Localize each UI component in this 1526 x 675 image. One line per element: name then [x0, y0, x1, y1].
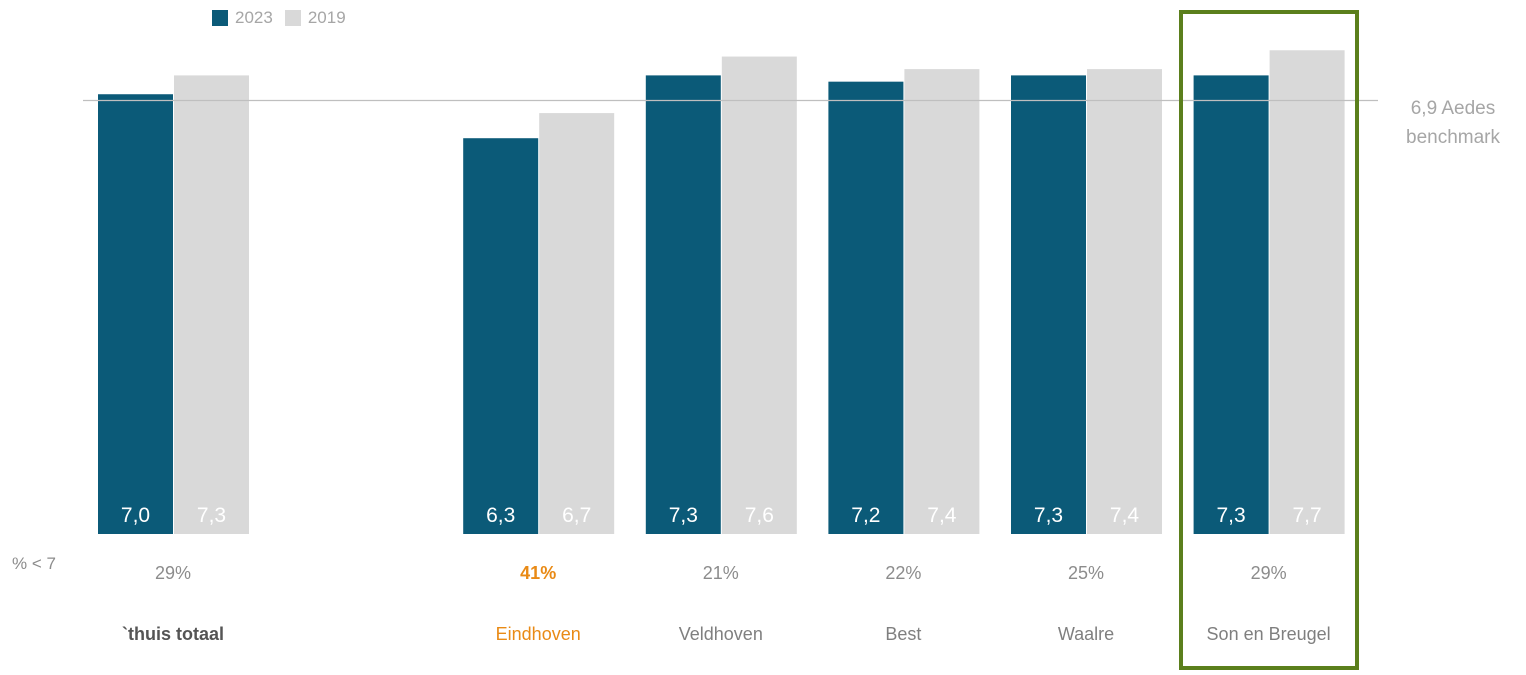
highlight-box: [1179, 10, 1359, 670]
legend-label-2023: 2023: [235, 8, 273, 27]
category-label-waalre: Waalre: [1058, 624, 1114, 644]
bar-2023-thuis-totaal: [98, 94, 173, 534]
bar-2023-eindhoven: [463, 138, 539, 534]
bar-value-2019-best: 7,4: [927, 504, 957, 527]
category-label-veldhoven: Veldhoven: [679, 624, 763, 644]
pct-below-7-thuis-totaal: 29%: [155, 563, 191, 583]
benchmark-label-line2: benchmark: [1406, 127, 1500, 148]
bar-value-2019-son-en-breugel: 7,7: [1292, 504, 1321, 527]
benchmark-label: 6,9 Aedes benchmark: [1380, 94, 1526, 152]
category-label-eindhoven: Eindhoven: [496, 624, 581, 644]
bar-value-2023-thuis-totaal: 7,0: [121, 504, 150, 527]
bar-value-2019-veldhoven: 7,6: [745, 504, 774, 527]
legend-item-2023: 2023: [212, 8, 273, 28]
bar-2023-waalre: [1011, 75, 1086, 534]
bar-value-2019-eindhoven: 6,7: [562, 504, 591, 527]
bar-2023-veldhoven: [645, 75, 721, 534]
legend-swatch-2023: [212, 10, 228, 26]
bar-2019-thuis-totaal: [174, 75, 249, 534]
category-label-best: Best: [885, 624, 921, 644]
benchmark-label-line1: 6,9 Aedes: [1410, 98, 1496, 119]
bar-2019-eindhoven: [539, 113, 615, 535]
bar-2019-best: [904, 69, 980, 534]
category-label-son-en-breugel: Son en Breugel: [1207, 624, 1331, 644]
bar-value-2023-son-en-breugel: 7,3: [1216, 504, 1245, 527]
bar-value-2023-veldhoven: 7,3: [669, 504, 698, 527]
bar-2023-best: [828, 81, 904, 534]
bar-2019-son-en-breugel: [1269, 50, 1345, 535]
legend-label-2019: 2019: [307, 8, 346, 27]
bar-value-2023-eindhoven: 6,3: [486, 504, 515, 527]
bar-value-2019-waalre: 7,4: [1110, 504, 1140, 527]
bar-2023-son-en-breugel: [1193, 75, 1269, 534]
bar-2019-veldhoven: [721, 56, 797, 535]
pct-below-7-best: 22%: [885, 563, 921, 583]
bar-value-2019-thuis-totaal: 7,3: [197, 504, 226, 527]
category-label-thuis-totaal: `thuis totaal: [122, 624, 224, 644]
legend-item-2019: 2019: [284, 8, 346, 28]
pct-below-7-waalre: 25%: [1068, 563, 1104, 583]
bar-value-2023-waalre: 7,3: [1034, 504, 1063, 527]
bar-value-2023-best: 7,2: [851, 504, 880, 527]
bar-2019-waalre: [1087, 69, 1162, 534]
legend: 2023 2019: [212, 8, 352, 28]
pct-below-7-son-en-breugel: 29%: [1251, 563, 1287, 583]
pct-below-7-eindhoven: 41%: [520, 563, 556, 583]
pct-below-7-veldhoven: 21%: [703, 563, 739, 583]
legend-swatch-2019: [284, 10, 301, 26]
pct-row-label: % < 7: [12, 554, 56, 573]
